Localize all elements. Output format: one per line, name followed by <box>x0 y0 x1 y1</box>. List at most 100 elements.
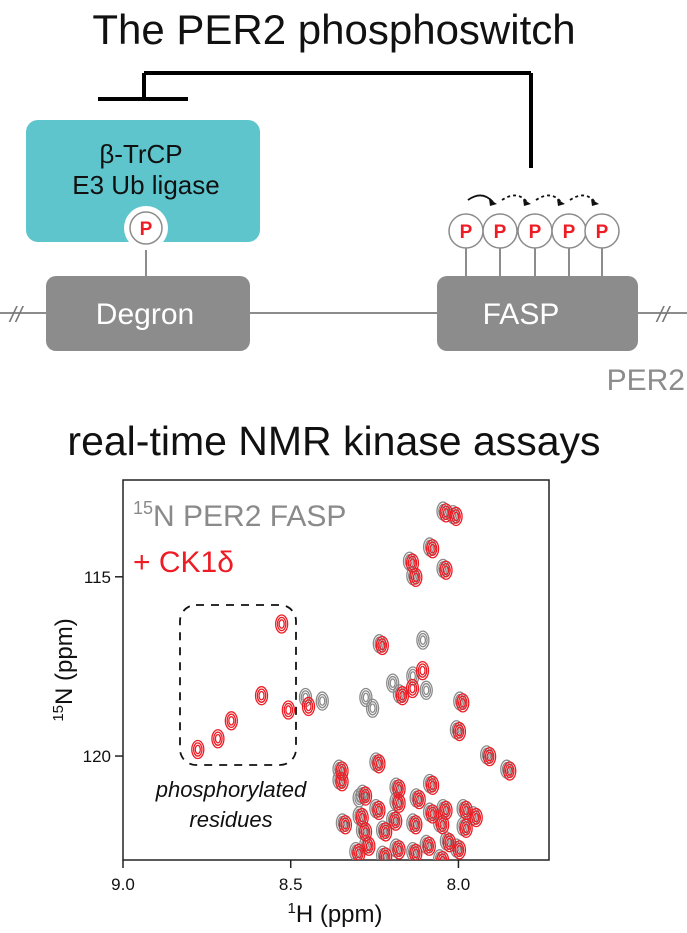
kinase-peak <box>436 850 450 860</box>
kinase-peak <box>378 847 393 860</box>
kinase-peak <box>392 793 406 813</box>
y-tick-label: 120 <box>83 747 111 766</box>
x-tick-label: 9.0 <box>111 875 135 894</box>
kinase-peak <box>422 836 436 856</box>
kinase-peak <box>254 686 269 706</box>
annotation-line-2: residues <box>189 807 272 832</box>
y-tick-label: 115 <box>84 568 111 587</box>
kinase-peak <box>425 775 440 795</box>
fasp-phosphate: P <box>482 213 518 249</box>
kinase-peak <box>372 800 386 821</box>
degron-phosphate: P <box>124 206 168 250</box>
reference-peak <box>359 687 373 708</box>
protein-label: PER2 <box>607 364 685 397</box>
inhibition-connector <box>98 71 533 168</box>
kinase-peak <box>301 696 316 717</box>
kinase-peak <box>452 840 467 860</box>
kinase-peak <box>449 506 463 527</box>
phospho-label: P <box>596 222 609 243</box>
phospho-label: P <box>563 222 576 243</box>
break-mark-right: // <box>655 302 671 327</box>
y-axis-text: N (ppm) <box>51 618 78 705</box>
kinase-peak <box>439 560 453 580</box>
kinase-peak <box>452 721 467 742</box>
kinase-peak <box>503 761 517 781</box>
break-mark-left: // <box>8 302 24 327</box>
kinase-peak <box>275 614 289 634</box>
x-axis-label: 1H (ppm) <box>287 900 382 928</box>
legend-kinase: + CK1δ <box>133 546 234 579</box>
x-axis: 9.0 8.5 8.0 <box>111 860 470 894</box>
kinase-peak <box>459 818 473 838</box>
reference-peak <box>416 630 430 650</box>
degron-domain: Degron <box>46 276 250 351</box>
kinase-peak <box>372 754 386 774</box>
y-axis-label: 15N (ppm) <box>50 618 78 721</box>
x-axis-text: H (ppm) <box>296 901 383 928</box>
y-axis-superscript: 15 <box>50 705 67 722</box>
phospho-label: P <box>140 219 153 240</box>
ligase-type: E3 Ub ligase <box>72 170 219 200</box>
reference-peak <box>419 680 433 700</box>
kinase-peak <box>482 746 497 767</box>
kinase-peak <box>191 739 205 760</box>
kinase-peak <box>409 843 423 860</box>
kinase-peak <box>378 822 393 842</box>
x-tick-label: 8.5 <box>279 875 303 894</box>
phospho-label: P <box>529 222 542 243</box>
degron-label: Degron <box>96 298 194 331</box>
kinase-peak <box>389 811 403 831</box>
x-axis-superscript: 1 <box>287 900 295 917</box>
legend-sample-superscript: 15 <box>133 498 153 518</box>
kinase-peak <box>395 686 410 706</box>
kinase-peak <box>409 815 423 835</box>
kinase-peak <box>469 807 483 828</box>
figure-title: The PER2 phosphoswitch <box>92 6 575 53</box>
kinase-peak <box>392 779 406 799</box>
plot-frame <box>122 479 550 861</box>
peak-layer <box>191 501 517 860</box>
kinase-peak <box>211 729 225 749</box>
kinase-peak <box>412 790 426 810</box>
fasp-phosphate: P <box>551 213 587 249</box>
phosphorylated-region-box <box>179 604 297 766</box>
kinase-peak <box>415 660 430 681</box>
x-tick-label: 8.0 <box>447 875 471 894</box>
section-title: real-time NMR kinase assays <box>67 418 600 464</box>
fasp-phosphate: P <box>517 213 553 249</box>
kinase-peak <box>352 843 366 860</box>
fasp-domain: FASP <box>437 276 638 351</box>
kinase-peak <box>281 700 296 720</box>
kinase-peak <box>335 772 349 792</box>
processive-arrowheads <box>489 199 599 206</box>
y-axis: 115 120 <box>83 568 123 766</box>
ligase-box: β-TrCP E3 Ub ligase <box>26 120 260 242</box>
reference-peak <box>315 691 329 711</box>
kinase-peak <box>456 693 470 713</box>
nmr-spectrum: 15N PER2 FASP + CK1δ phosphorylated resi… <box>50 479 550 928</box>
legend-sample: 15N PER2 FASP <box>133 498 346 533</box>
processive-arrows <box>467 194 596 203</box>
annotation-line-1: phosphorylated <box>155 777 307 802</box>
kinase-peak <box>224 711 238 731</box>
fasp-phosphate: P <box>448 213 484 249</box>
kinase-peak <box>436 815 450 835</box>
fasp-label: FASP <box>483 298 560 331</box>
phospho-label: P <box>460 222 473 243</box>
ligase-name: β-TrCP <box>99 139 182 169</box>
kinase-peak <box>358 786 373 806</box>
reference-peak <box>386 673 400 693</box>
kinase-peak <box>375 635 389 656</box>
phospho-label: P <box>494 222 507 243</box>
kinase-peak <box>338 815 353 835</box>
kinase-peak <box>425 804 440 824</box>
fasp-phosphate: P <box>584 213 620 249</box>
kinase-peak <box>425 539 440 559</box>
kinase-peak <box>409 567 423 588</box>
reference-peak <box>365 698 380 718</box>
kinase-peak <box>439 800 453 821</box>
legend-sample-text: N PER2 FASP <box>153 500 346 533</box>
kinase-peak <box>392 840 406 860</box>
